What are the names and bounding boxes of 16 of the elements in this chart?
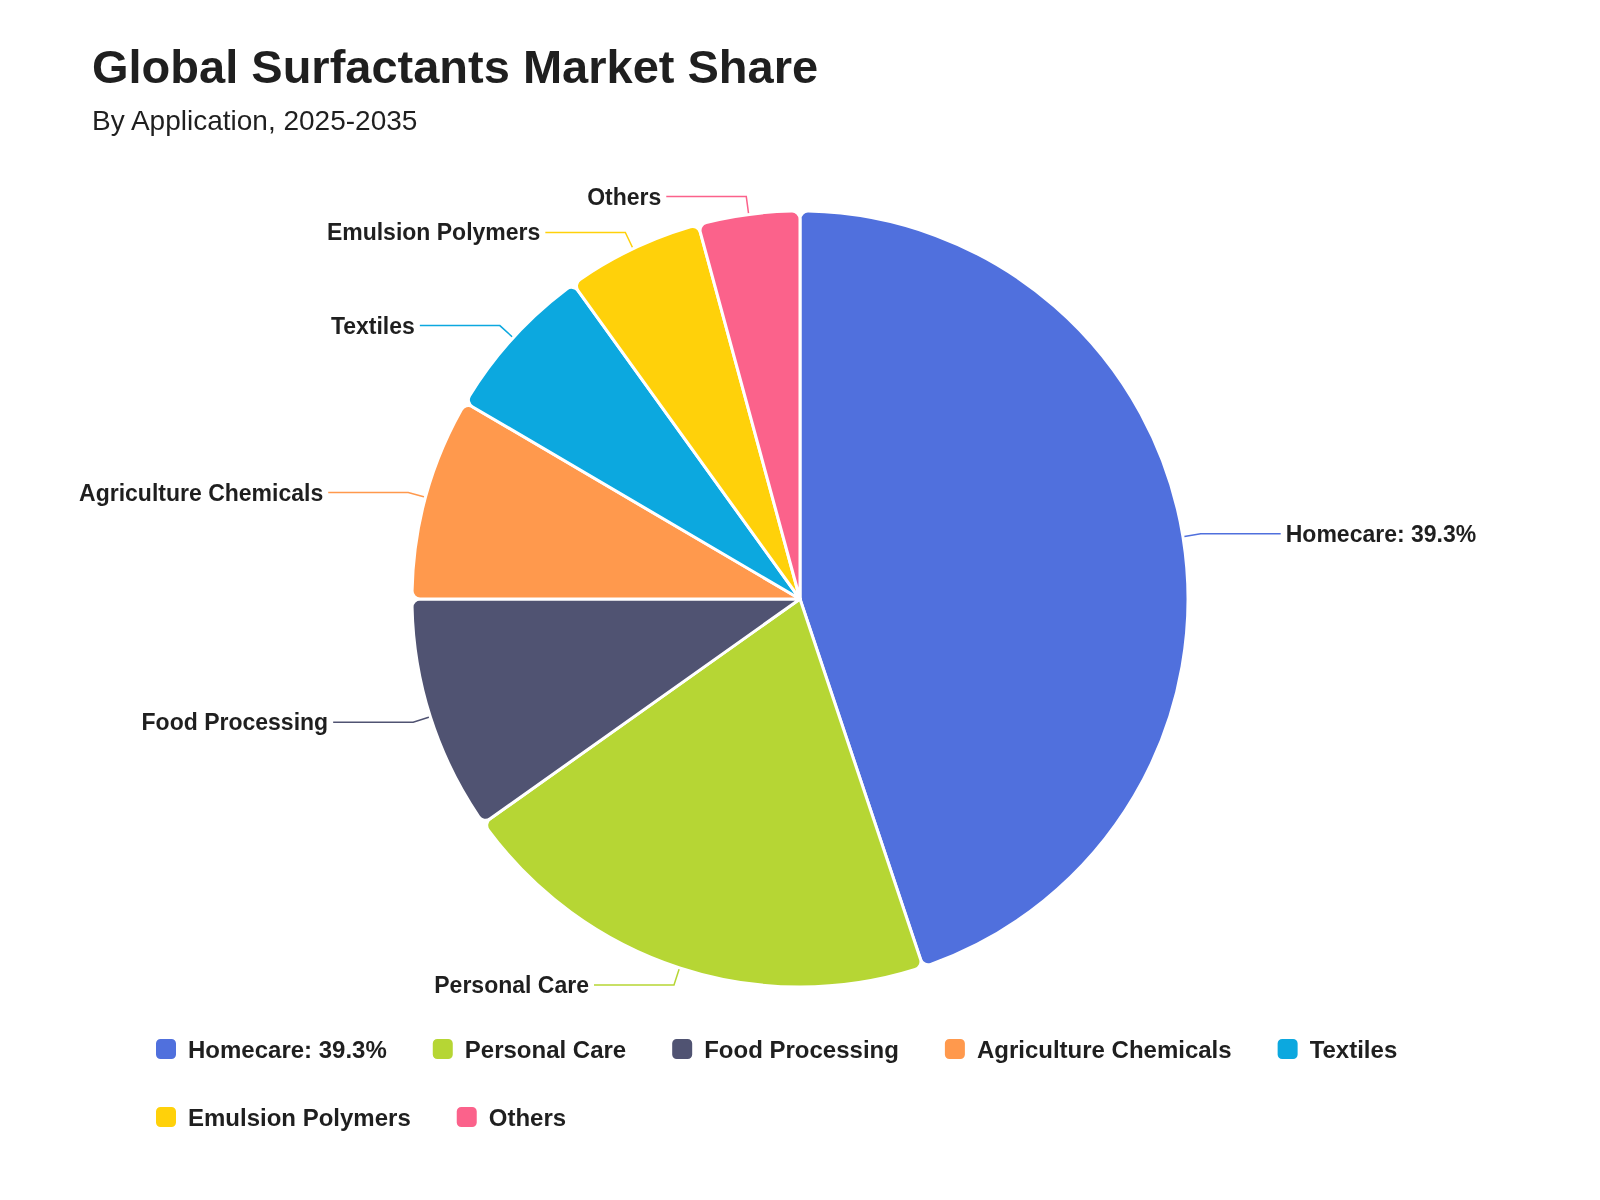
slice-label: Personal Care — [434, 971, 589, 998]
slice-label: Food Processing — [141, 709, 329, 736]
legend-label: Personal Care — [464, 1035, 627, 1063]
legend-label: Agriculture Chemicals — [976, 1035, 1232, 1063]
legend-label: Textiles — [1309, 1035, 1398, 1063]
legend-label: Emulsion Polymers — [188, 1103, 411, 1131]
slice-label: Textiles — [330, 312, 415, 339]
chart-title: Global Surfactants Market Share — [92, 40, 819, 93]
legend-label: Food Processing — [704, 1035, 899, 1063]
legend-label: Homecare: 39.3% — [188, 1035, 387, 1063]
slice-label: Agriculture Chemicals — [79, 479, 324, 506]
slice-label: Homecare: 39.3% — [1285, 520, 1477, 547]
legend-label: Others — [488, 1103, 567, 1131]
slice-label: Emulsion Polymers — [326, 219, 541, 246]
chart-subtitle: By Application, 2025-2035 — [92, 104, 418, 136]
slice-label: Others — [587, 183, 662, 210]
